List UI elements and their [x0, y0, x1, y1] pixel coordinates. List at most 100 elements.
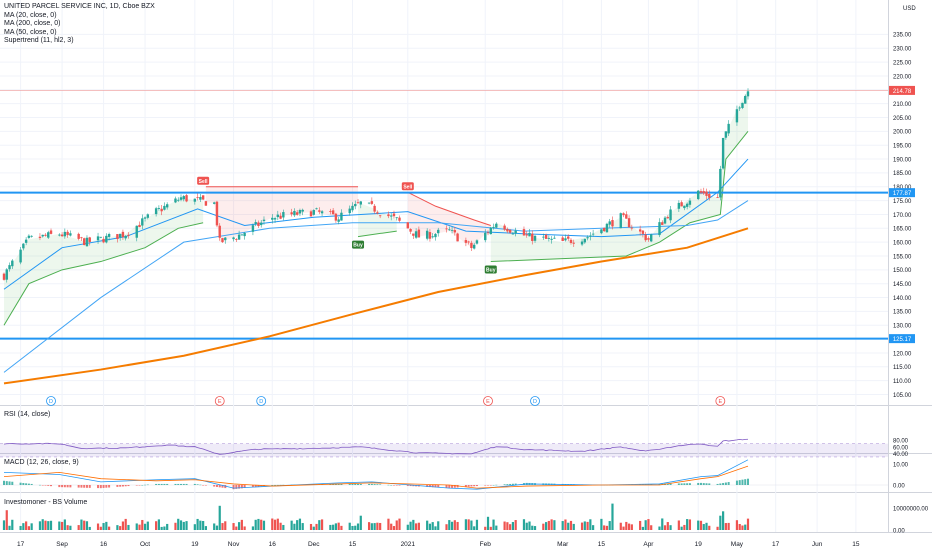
- volume-bar: [235, 526, 238, 530]
- macd-histogram-bar: [495, 484, 498, 486]
- macd-histogram-bar: [464, 485, 467, 487]
- rsi-line: [3, 438, 749, 455]
- macd-histogram-bar: [204, 485, 207, 486]
- candle-body: [744, 95, 747, 104]
- volume-bar: [509, 524, 512, 530]
- ma-line-1: [3, 200, 749, 373]
- volume-bar: [47, 521, 50, 530]
- y-tick-label: 110.00: [893, 379, 912, 385]
- volume-bar: [625, 521, 628, 530]
- macd-histogram-bar: [119, 485, 122, 487]
- macd-histogram-bar: [484, 485, 487, 486]
- volume-bar: [627, 523, 631, 530]
- candle-body: [340, 212, 343, 221]
- macd-histogram-bar: [8, 481, 11, 485]
- volume-bar: [708, 525, 711, 530]
- volume-bar: [475, 519, 479, 530]
- volume-bar: [257, 518, 260, 530]
- candle-body: [644, 234, 647, 241]
- signal-label: Sell: [403, 184, 413, 190]
- macd-histogram-bar: [47, 485, 50, 486]
- x-tick-label: Dec: [308, 541, 320, 548]
- candle-body: [99, 236, 103, 238]
- candle-body: [724, 131, 728, 138]
- macd-histogram-bar: [680, 483, 683, 485]
- volume-bar: [697, 520, 700, 530]
- volume-bar: [301, 523, 304, 530]
- candle-body: [41, 234, 44, 237]
- macd-histogram-bar: [121, 485, 124, 487]
- candle-body: [179, 197, 183, 200]
- macd-histogram-bar: [202, 485, 205, 486]
- macd-histogram-bar: [719, 483, 722, 485]
- volume-bar: [727, 522, 730, 530]
- candle-body: [658, 222, 661, 236]
- macd-histogram-bar: [451, 485, 454, 488]
- macd-histogram-bar: [160, 483, 163, 485]
- candle-body: [69, 233, 72, 236]
- candle-body: [685, 203, 689, 207]
- volume-title: Investomoner - BS Volume: [4, 499, 88, 506]
- candle-body: [569, 239, 573, 243]
- candle-body: [177, 199, 180, 201]
- candle-body: [431, 236, 434, 238]
- volume-bar: [25, 521, 28, 530]
- candle-body: [19, 249, 22, 263]
- y-tick-label: 140.00: [893, 296, 912, 302]
- volume-bar: [586, 521, 589, 530]
- volume-bar: [522, 519, 526, 530]
- candle-body: [240, 234, 244, 236]
- volume-bar: [124, 518, 127, 530]
- candle-body: [622, 213, 625, 216]
- level-price-label: 125.17: [893, 337, 912, 343]
- volume-bar: [592, 525, 595, 530]
- macd-histogram-bar: [348, 483, 351, 485]
- volume-bar: [390, 523, 393, 530]
- macd-histogram-bar: [138, 485, 141, 486]
- candle-body: [83, 238, 86, 246]
- volume-bar: [503, 521, 506, 530]
- candle-body: [60, 234, 64, 237]
- candle-body: [201, 195, 205, 200]
- volume-bar: [96, 523, 100, 530]
- signal-label: Buy: [353, 243, 363, 249]
- candle-body: [641, 230, 645, 234]
- candle-body: [121, 231, 125, 238]
- macd-histogram-bar: [180, 483, 183, 485]
- candle-body: [235, 239, 238, 241]
- macd-histogram-bar: [705, 483, 708, 485]
- volume-bar: [199, 520, 202, 530]
- candle-body: [503, 225, 506, 230]
- volume-bar: [605, 525, 609, 530]
- candle-body: [475, 240, 479, 244]
- candle-body: [445, 228, 448, 230]
- volume-bar: [531, 525, 534, 530]
- macd-histogram-bar: [431, 485, 434, 488]
- macd-histogram-bar: [69, 485, 72, 488]
- macd-signal-line: [3, 465, 749, 489]
- macd-histogram-bar: [3, 480, 5, 485]
- level-price-label: 177.87: [893, 191, 912, 197]
- x-tick-label: 19: [695, 541, 703, 548]
- candle-body: [567, 236, 570, 239]
- volume-bar: [99, 526, 102, 530]
- candle-body: [448, 229, 451, 231]
- macd-histogram-bar: [409, 485, 412, 487]
- volume-bar: [630, 524, 633, 530]
- volume-bar: [561, 521, 564, 530]
- macd-histogram-bar: [44, 485, 47, 486]
- event-label: D: [533, 399, 537, 405]
- candle-body: [553, 237, 556, 239]
- legend-supertrend: Supertrend (11, hl2, 3): [4, 37, 74, 45]
- volume-bar: [688, 519, 692, 530]
- candle-body: [293, 210, 296, 216]
- last-price-tag: [889, 85, 915, 95]
- y-tick-label: 230.00: [893, 47, 912, 53]
- volume-bar: [237, 522, 241, 530]
- volume-bar: [489, 526, 492, 530]
- macd-histogram-bar: [511, 483, 514, 485]
- candle-body: [677, 202, 681, 209]
- candle-body: [688, 200, 692, 205]
- candle-body: [118, 233, 122, 238]
